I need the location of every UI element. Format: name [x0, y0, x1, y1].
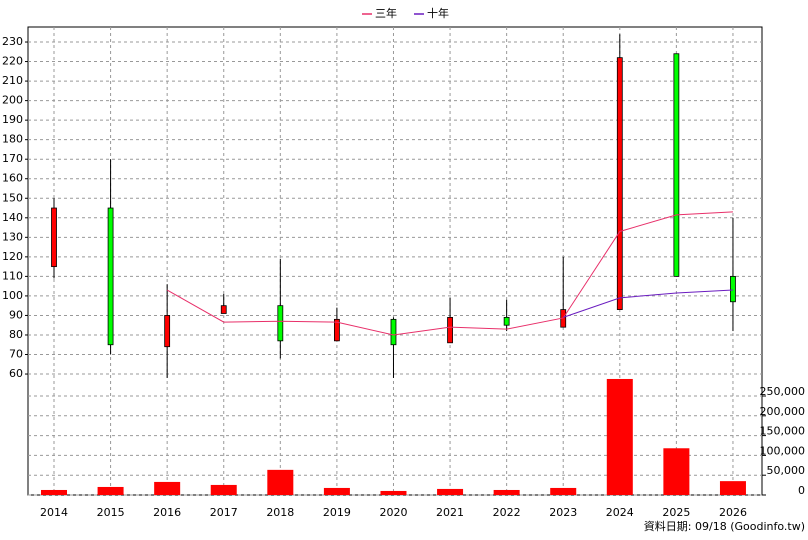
y-tick-label: 120 — [2, 250, 23, 263]
volume-bar — [437, 488, 464, 495]
x-tick-label: 2018 — [266, 506, 294, 519]
y-tick-label: 70 — [9, 348, 23, 361]
footer: 資料日期: 09/18 (Goodinfo.tw) — [644, 519, 805, 533]
volume-bar — [606, 378, 633, 495]
y-tick-label: 110 — [2, 269, 23, 282]
x-tick-label: 2015 — [97, 506, 125, 519]
x-tick-label: 2017 — [210, 506, 238, 519]
volume-bar — [267, 469, 294, 495]
average-line — [563, 289, 733, 318]
y-tick-label: 130 — [2, 230, 23, 243]
y-tick-label: 160 — [2, 172, 23, 185]
y-tick-label: 90 — [9, 308, 23, 321]
y-tick-label: 180 — [2, 133, 23, 146]
y-tick-label: 100 — [2, 289, 23, 302]
volume-bar — [41, 489, 67, 495]
candle-body — [51, 207, 57, 268]
x-tick-label: 2020 — [379, 506, 407, 519]
x-tick-label: 2025 — [662, 506, 690, 519]
volume-bar — [550, 487, 577, 495]
y-tick-label: 220 — [2, 55, 23, 68]
volume-bar — [154, 481, 181, 495]
volume-bar — [323, 487, 350, 495]
y-tick-label: 60 — [9, 367, 23, 380]
volume-bar — [97, 486, 124, 495]
candle-body — [673, 53, 680, 277]
volume-bar — [210, 484, 237, 495]
candle-body — [730, 275, 736, 303]
plot-frame — [27, 26, 763, 496]
candle-body — [277, 305, 284, 342]
x-tick-label: 2024 — [606, 506, 634, 519]
average-line — [166, 211, 733, 336]
candle-body — [616, 57, 623, 310]
candle-body — [390, 318, 397, 346]
candle-body — [447, 316, 453, 344]
x-tick-label: 2019 — [323, 506, 351, 519]
x-tick-label: 2021 — [436, 506, 464, 519]
y2-tick-label: 150,000 — [760, 425, 806, 438]
volume-bar — [493, 489, 520, 495]
y-tick-label: 80 — [9, 328, 23, 341]
candle-body — [503, 316, 510, 326]
x-tick-label: 2016 — [153, 506, 181, 519]
x-tick-label: 2026 — [719, 506, 747, 519]
y2-tick-label: 250,000 — [760, 385, 806, 398]
candle-body — [164, 315, 171, 348]
y-tick-label: 200 — [2, 94, 23, 107]
volume-bar — [719, 481, 746, 495]
y-tick-label: 210 — [2, 74, 23, 87]
y2-tick-label: 0 — [798, 484, 805, 497]
volume-bar — [380, 490, 407, 495]
y-tick-label: 190 — [2, 113, 23, 126]
y2-tick-label: 100,000 — [760, 444, 806, 457]
candle-body — [333, 318, 340, 342]
legend-label: 三年 — [375, 6, 397, 20]
y2-tick-label: 50,000 — [767, 464, 806, 477]
y-tick-label: 230 — [2, 35, 23, 48]
candle-body — [220, 305, 227, 314]
y-tick-label: 150 — [2, 191, 23, 204]
x-tick-label: 2014 — [40, 506, 68, 519]
legend-label: 十年 — [427, 6, 449, 20]
y-tick-label: 140 — [2, 211, 23, 224]
x-tick-label: 2023 — [549, 506, 577, 519]
x-tick-label: 2022 — [493, 506, 521, 519]
candle-body — [107, 207, 114, 346]
y2-tick-label: 200,000 — [760, 405, 806, 418]
y-tick-label: 170 — [2, 152, 23, 165]
volume-bar — [663, 448, 690, 495]
